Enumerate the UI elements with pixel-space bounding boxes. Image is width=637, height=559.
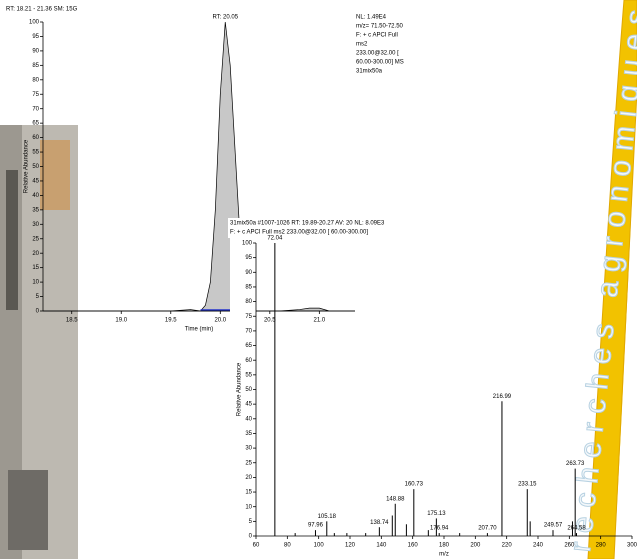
x-tick-label: 280	[596, 543, 607, 549]
y-tick-label: 65	[245, 343, 252, 349]
photo	[0, 125, 78, 559]
peak-label: 264.58	[567, 526, 586, 532]
y-axis-title: Relative Abundance	[237, 362, 243, 416]
peak-label: 148.88	[386, 496, 405, 502]
y-tick-label: 40	[32, 193, 39, 199]
header: RT: 18.21 - 21.36 SM: 15G	[6, 7, 78, 13]
y-tick-label: 35	[245, 431, 252, 437]
y-tick-label: 25	[245, 460, 252, 466]
info-text: 233.00@32.00 [	[356, 51, 399, 57]
y-tick-label: 10	[245, 504, 252, 510]
x-tick-label: 260	[564, 543, 575, 549]
y-tick-label: 5	[249, 519, 253, 525]
y-tick-label: 55	[32, 150, 39, 156]
y-tick-label: 70	[245, 328, 252, 334]
y-tick-label: 95	[32, 34, 39, 40]
x-axis-title: m/z	[439, 552, 449, 558]
y-tick-label: 15	[245, 490, 252, 496]
y-tick-label: 100	[29, 20, 40, 26]
spectrum: 31mix50a #1007-1026 RT: 19.89-20.27 AV: …	[228, 218, 637, 558]
info-text: ms2	[356, 42, 368, 48]
y-tick-label: 35	[32, 207, 39, 213]
y-tick-label: 15	[32, 265, 39, 271]
axis-bg	[230, 238, 256, 318]
info-text: F: + c APCI Full	[356, 33, 398, 39]
peak-label: 160.73	[405, 482, 424, 488]
y-tick-label: 0	[249, 534, 253, 540]
figure: recherches agronomiques RT: 20.05RT: 18.…	[0, 0, 637, 559]
peak-label: 207.70	[478, 526, 497, 532]
x-tick-label: 160	[408, 543, 419, 549]
peak-label: 249.57	[544, 523, 563, 529]
page: recherches agronomiques RT: 20.05RT: 18.…	[0, 0, 637, 559]
y-tick-label: 45	[245, 402, 252, 408]
y-tick-label: 20	[245, 475, 252, 481]
x-tick-label: 180	[439, 543, 450, 549]
x-axis-title: Time (min)	[185, 327, 213, 333]
y-axis-title: Relative Abundance	[24, 139, 30, 193]
y-tick-label: 30	[245, 446, 252, 452]
y-tick-label: 75	[245, 314, 252, 320]
y-tick-label: 75	[32, 92, 39, 98]
peak-annotation: RT: 20.05	[212, 15, 238, 21]
y-tick-label: 85	[32, 63, 39, 69]
x-tick-label: 220	[502, 543, 513, 549]
peak-label: 263.73	[566, 461, 585, 467]
x-tick-label: 20.0	[214, 318, 226, 324]
y-tick-label: 55	[245, 372, 252, 378]
peak-label: 105.18	[318, 514, 337, 520]
y-tick-label: 45	[32, 179, 39, 185]
y-tick-label: 10	[32, 280, 39, 286]
peak-label: 72.04	[267, 236, 283, 242]
y-tick-label: 20	[32, 251, 39, 257]
peak-label: 233.15	[518, 482, 537, 488]
x-tick-label: 120	[345, 543, 356, 549]
y-tick-label: 50	[245, 387, 252, 393]
y-tick-label: 70	[32, 106, 39, 112]
peak-label: 216.99	[493, 394, 512, 400]
y-tick-label: 65	[32, 121, 39, 127]
y-tick-label: 60	[32, 135, 39, 141]
x-tick-label: 21.0	[313, 318, 325, 324]
y-tick-label: 85	[245, 285, 252, 291]
x-tick-label: 140	[376, 543, 387, 549]
subheader: F: + c APCI Full ms2 233.00@32.00 [ 60.0…	[230, 230, 368, 236]
info-text: 31mix50a	[356, 69, 383, 75]
peak-label: 176.94	[430, 526, 449, 532]
y-tick-label: 100	[242, 241, 253, 247]
header: 31mix50a #1007-1026 RT: 19.89-20.27 AV: …	[230, 221, 385, 227]
x-tick-label: 300	[627, 543, 637, 549]
y-tick-label: 80	[245, 299, 252, 305]
peak-label: 97.96	[308, 523, 324, 529]
y-tick-label: 95	[245, 255, 252, 261]
y-tick-label: 90	[245, 270, 252, 276]
peak-label: 175.13	[427, 511, 446, 517]
photo-object	[8, 470, 48, 550]
y-tick-label: 80	[32, 77, 39, 83]
peak-label: 138.74	[370, 520, 389, 526]
photo-object	[40, 140, 70, 210]
y-tick-label: 90	[32, 48, 39, 54]
x-tick-label: 19.0	[115, 318, 127, 324]
x-tick-label: 60	[253, 543, 260, 549]
info-text: NL: 1.49E4	[356, 15, 387, 21]
y-tick-label: 60	[245, 358, 252, 364]
area	[43, 22, 355, 311]
y-tick-label: 50	[32, 164, 39, 170]
x-tick-label: 100	[314, 543, 325, 549]
x-tick-label: 200	[470, 543, 481, 549]
x-tick-label: 18.5	[66, 318, 78, 324]
x-tick-label: 240	[533, 543, 544, 549]
y-tick-label: 40	[245, 416, 252, 422]
photo-object	[6, 170, 18, 310]
x-tick-label: 80	[284, 543, 291, 549]
info-text: m/z= 71.50-72.50	[356, 24, 404, 30]
info-text: 60.00-300.00] MS	[356, 60, 404, 66]
y-tick-label: 25	[32, 236, 39, 242]
y-tick-label: 30	[32, 222, 39, 228]
x-tick-label: 19.5	[165, 318, 177, 324]
